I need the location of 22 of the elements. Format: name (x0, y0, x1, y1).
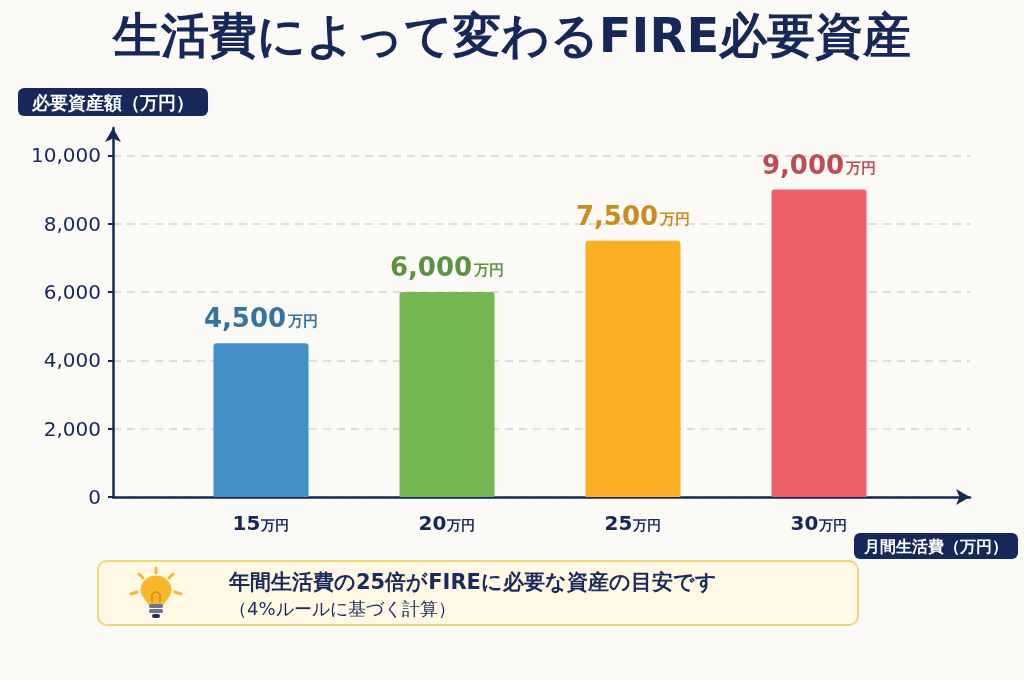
y-tick-label: 4,000 (43, 348, 101, 373)
bar (585, 240, 681, 497)
bar (771, 189, 867, 497)
y-tick-label: 8,000 (43, 211, 101, 236)
data-label: 9,000万円 (761, 149, 877, 180)
x-tick-label: 25万円 (604, 511, 662, 535)
data-label: 4,500万円 (203, 303, 319, 334)
x-tick-label: 30万円 (790, 511, 848, 535)
y-tick-label: 6,000 (43, 280, 101, 304)
y-tick-label: 0 (88, 485, 101, 509)
x-tick-label: 20万円 (418, 511, 476, 535)
y-axis-title: 必要資産額（万円） (31, 91, 194, 113)
data-label: 7,500万円 (575, 200, 691, 231)
chart-title: 生活費によって変わるFIRE必要資産 (110, 7, 912, 63)
note-box: 年間生活費の25倍がFIREに必要な資産の目安です （4%ルールに基づく計算） (97, 560, 859, 626)
y-tick-label: 2,000 (43, 416, 101, 441)
x-tick-label: 15万円 (232, 511, 290, 535)
x-axis-title: 月間生活費（万円） (863, 536, 1008, 556)
y-tick-label: 10,000 (31, 143, 101, 168)
bar (399, 292, 495, 497)
data-label: 6,000万円 (389, 252, 505, 282)
bar (213, 343, 309, 497)
